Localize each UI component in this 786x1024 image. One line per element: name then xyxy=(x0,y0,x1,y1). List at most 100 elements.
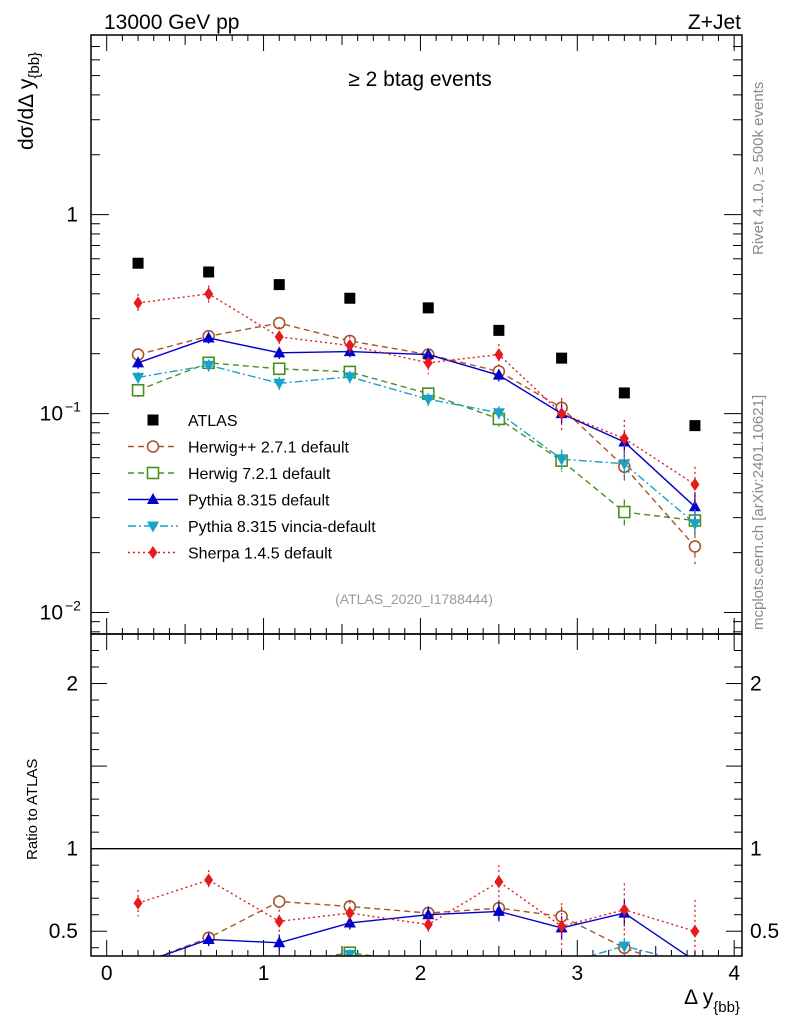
header-process-label: Z+Jet xyxy=(688,11,741,34)
ratio-point xyxy=(493,959,504,970)
x-tick-label: 2 xyxy=(415,962,427,985)
ratio-y-axis-label: Ratio to ATLAS xyxy=(24,759,41,860)
analysis-id-label: (ATLAS_2020_I1788444) xyxy=(335,591,493,607)
ratio-point xyxy=(689,969,700,980)
legend-marker xyxy=(146,466,160,480)
ratio-point xyxy=(204,873,214,887)
data-point xyxy=(344,292,356,304)
data-point xyxy=(556,352,568,364)
ratio-y-tick-label-right: 0.5 xyxy=(750,920,779,943)
data-point xyxy=(618,505,631,519)
data-point xyxy=(132,257,144,269)
ratio-point xyxy=(274,959,285,970)
ratio-point xyxy=(689,960,701,971)
ratio-y-tick-label: 2 xyxy=(66,673,78,696)
data-point xyxy=(422,302,434,314)
ratio-point xyxy=(274,914,284,928)
x-axis-label: Δ y{bb} xyxy=(684,986,740,1016)
plot-title: ≥ 2 btag events xyxy=(348,68,491,91)
ratio-plot-panel: 0.5 0.5 1 1 2 2 Ratio to ATLAS 0 1 2 3 4 Δ y{bb} xyxy=(24,633,779,1016)
main-y-tick-labels: 110−110−2 xyxy=(40,204,82,625)
data-point xyxy=(272,362,286,376)
data-point xyxy=(557,407,567,421)
ratio-point xyxy=(619,959,630,970)
ratio-line xyxy=(137,879,696,932)
series-line xyxy=(137,322,696,547)
series-line xyxy=(137,362,696,522)
ratio-point xyxy=(273,960,285,971)
data-point xyxy=(202,331,215,343)
data-point xyxy=(492,408,505,420)
ratio-point xyxy=(493,960,505,971)
main-data-series xyxy=(131,257,702,565)
data-point xyxy=(423,356,433,370)
mcplots-credit-label: mcplots.cern.ch [arXiv:2401.10621] xyxy=(750,395,767,630)
ratio-point xyxy=(273,936,286,948)
ratio-series-sherpa-1-4-5-default xyxy=(133,865,700,956)
x-tick-label: 3 xyxy=(571,962,583,985)
legend-marker xyxy=(147,493,159,504)
main-plot-frame xyxy=(90,34,743,635)
data-point xyxy=(493,324,505,336)
legend-entry: Pythia 8.315 default xyxy=(128,493,330,510)
data-point xyxy=(690,478,700,492)
rivet-version-label: Rivet 4.1.0, ≥ 500k events xyxy=(750,82,767,255)
ratio-point xyxy=(619,903,629,917)
ratio-axis-ticks xyxy=(91,633,742,956)
data-point xyxy=(555,454,568,466)
x-tick-label: 1 xyxy=(258,962,270,985)
legend-entry: Herwig 7.2.1 default xyxy=(128,466,331,483)
legend-marker xyxy=(148,546,158,559)
legend-label: ATLAS xyxy=(188,413,238,430)
legend-label: Herwig 7.2.1 default xyxy=(188,466,331,483)
data-point xyxy=(494,348,504,362)
y-tick-label: 10 xyxy=(40,403,63,426)
ratio-y-tick-label-right: 2 xyxy=(750,673,762,696)
data-point xyxy=(203,266,215,278)
header-energy-label: 13000 GeV pp xyxy=(104,11,239,34)
ratio-point xyxy=(203,959,214,970)
ratio-point xyxy=(492,904,505,916)
ratio-point xyxy=(202,932,215,944)
ratio-plot-frame xyxy=(90,633,743,957)
ratio-point xyxy=(203,960,215,971)
main-series-atlas xyxy=(132,257,701,432)
data-point xyxy=(618,387,630,399)
ratio-point xyxy=(133,974,144,985)
legend-marker xyxy=(147,414,159,426)
data-point xyxy=(689,420,701,432)
main-axis-ticks xyxy=(91,34,742,634)
y-tick-label-exponent: −2 xyxy=(65,598,81,614)
ratio-point xyxy=(343,949,356,956)
ratio-y-tick-label: 0.5 xyxy=(49,920,78,943)
ratio-series-pythia-8-315-default xyxy=(159,899,696,956)
data-point xyxy=(688,540,702,553)
data-point xyxy=(273,346,286,358)
main-y-axis-label: dσ/dΔ y{bb} xyxy=(15,52,43,150)
data-point xyxy=(343,372,356,384)
y-tick-label-exponent: −1 xyxy=(65,399,81,415)
ratio-data-series xyxy=(133,865,701,985)
legend-label: Sherpa 1.4.5 default xyxy=(188,546,333,563)
ratio-series-pythia-8-315-vincia-default xyxy=(203,937,701,971)
data-point xyxy=(345,338,355,352)
data-point xyxy=(273,378,286,390)
data-point xyxy=(202,360,215,372)
ratio-point xyxy=(272,895,286,908)
ratio-point xyxy=(690,924,700,938)
data-point xyxy=(133,296,143,310)
data-point xyxy=(688,500,701,512)
legend-entry: Sherpa 1.4.5 default xyxy=(128,546,333,563)
data-point xyxy=(131,383,145,397)
ratio-point xyxy=(618,941,631,953)
legend-label: Pythia 8.315 vincia-default xyxy=(188,519,376,536)
data-point xyxy=(274,330,284,344)
ratio-point xyxy=(133,959,144,970)
legend-label: Herwig++ 2.7.1 default xyxy=(188,440,350,457)
ratio-point xyxy=(345,906,355,920)
ratio-y-tick-label: 1 xyxy=(66,838,78,861)
y-tick-label: 1 xyxy=(66,204,78,227)
ratio-point xyxy=(689,959,700,970)
main-series-sherpa-1-4-5-default xyxy=(133,285,700,507)
